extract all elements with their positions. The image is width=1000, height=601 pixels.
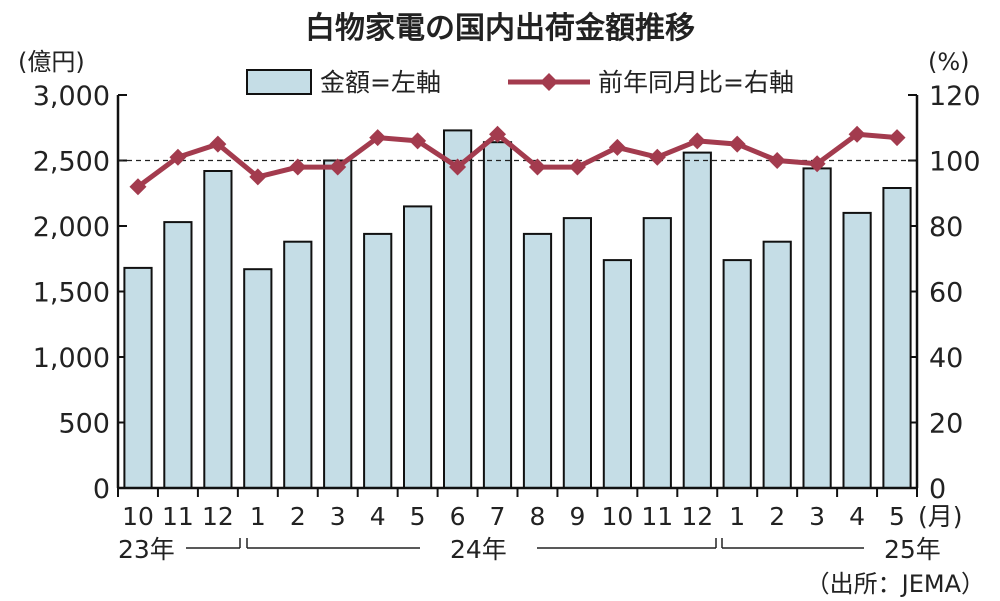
left-tick-label-0: 0 bbox=[93, 474, 110, 505]
yoy-marker-4 bbox=[289, 158, 307, 176]
bar-7 bbox=[403, 205, 433, 489]
x-tick-label-5: 3 bbox=[330, 502, 346, 531]
x-tick-label-10: 8 bbox=[530, 502, 546, 531]
left-tick-label-6: 3,000 bbox=[33, 81, 110, 112]
x-tick-label-12: 10 bbox=[601, 502, 633, 531]
yoy-marker-11 bbox=[568, 158, 586, 176]
x-tick-label-3: 1 bbox=[250, 502, 266, 531]
right-axis-unit: (%) bbox=[928, 48, 970, 76]
x-tick-label-14: 12 bbox=[681, 502, 713, 531]
bar-5 bbox=[323, 159, 353, 489]
yoy-marker-14 bbox=[688, 132, 706, 150]
yoy-marker-5 bbox=[329, 158, 347, 176]
bar-1 bbox=[163, 221, 193, 489]
right-tick-label-0: 0 bbox=[929, 474, 946, 505]
x-tick-label-0: 10 bbox=[122, 502, 154, 531]
yoy-marker-10 bbox=[528, 158, 546, 176]
right-tick-label-4: 80 bbox=[929, 212, 963, 243]
bar-18 bbox=[842, 211, 872, 489]
bar-6 bbox=[363, 232, 393, 489]
yoy-marker-12 bbox=[608, 138, 626, 156]
yoy-marker-9 bbox=[489, 125, 507, 143]
bar-2 bbox=[203, 170, 233, 489]
yoy-marker-15 bbox=[728, 135, 746, 153]
x-tick-label-8: 6 bbox=[450, 502, 466, 531]
left-tick-label-4: 2,000 bbox=[33, 212, 110, 243]
x-tick-label-18: 4 bbox=[849, 502, 865, 531]
bar-0 bbox=[123, 266, 153, 489]
bar-10 bbox=[522, 232, 553, 489]
x-tick-label-4: 2 bbox=[290, 502, 306, 531]
bar-series bbox=[123, 129, 912, 490]
bar-9 bbox=[482, 141, 513, 489]
bar-16 bbox=[762, 240, 792, 489]
yoy-marker-2 bbox=[209, 135, 227, 153]
yoy-marker-1 bbox=[169, 148, 187, 166]
x-tick-label-7: 5 bbox=[410, 502, 426, 531]
yoy-marker-0 bbox=[129, 178, 147, 196]
left-tick-label-5: 2,500 bbox=[33, 147, 110, 178]
x-tick-label-13: 11 bbox=[641, 502, 673, 531]
yoy-marker-8 bbox=[449, 158, 467, 176]
legend-line-label: 前年同月比=右軸 bbox=[598, 68, 794, 97]
yoy-marker-6 bbox=[369, 129, 387, 147]
bar-11 bbox=[562, 217, 592, 489]
source-note: （出所：JEMA） bbox=[806, 570, 985, 598]
bar-4 bbox=[283, 240, 313, 489]
bar-13 bbox=[642, 217, 672, 489]
bar-19 bbox=[882, 187, 912, 489]
x-tick-label-15: 1 bbox=[729, 502, 745, 531]
x-axis: 10 11 12 1 2 3 4 5 6 7 8 9 10 11 12 1 2 3 4 5 bbox=[117, 488, 918, 531]
x-tick-label-2: 12 bbox=[202, 502, 234, 531]
left-axis: 0 500 1,000 1,500 2,000 2,500 3,000 bbox=[33, 81, 127, 505]
line-series bbox=[129, 125, 906, 196]
left-tick-label-1: 500 bbox=[58, 409, 110, 440]
x-tick-label-11: 9 bbox=[569, 502, 585, 531]
x-tick-label-6: 4 bbox=[370, 502, 386, 531]
bar-8 bbox=[443, 129, 473, 489]
legend-line-marker bbox=[540, 73, 558, 91]
yoy-marker-3 bbox=[249, 168, 267, 186]
x-tick-label-16: 2 bbox=[769, 502, 785, 531]
year-label-23: 23年 bbox=[118, 535, 175, 564]
x-tick-label-17: 3 bbox=[809, 502, 825, 531]
bar-15 bbox=[722, 259, 752, 489]
month-unit-label: (月) bbox=[918, 502, 963, 531]
bar-12 bbox=[602, 259, 632, 489]
yoy-marker-17 bbox=[808, 155, 826, 173]
x-tick-label-19: 5 bbox=[889, 502, 905, 531]
x-tick-label-9: 7 bbox=[490, 502, 506, 531]
right-tick-label-6: 120 bbox=[929, 81, 981, 112]
bar-14 bbox=[682, 151, 712, 489]
right-tick-label-3: 60 bbox=[929, 278, 963, 309]
bar-17 bbox=[802, 167, 832, 489]
right-axis: 0 20 40 60 80 100 120 bbox=[908, 81, 981, 505]
x-tick-label-1: 11 bbox=[162, 502, 194, 531]
legend-bar-swatch bbox=[246, 69, 312, 95]
left-axis-unit: (億円) bbox=[18, 48, 85, 76]
bar-3 bbox=[243, 268, 273, 490]
chart-title: 白物家電の国内出荷金額推移 bbox=[305, 11, 695, 46]
year-brackets: 23年 24年 25年 bbox=[118, 535, 941, 564]
left-tick-label-2: 1,000 bbox=[33, 343, 110, 374]
yoy-marker-19 bbox=[888, 129, 906, 147]
legend: 金額=左軸 前年同月比=右軸 bbox=[246, 68, 794, 97]
right-tick-label-2: 40 bbox=[929, 343, 963, 374]
right-tick-label-1: 20 bbox=[929, 409, 963, 440]
right-tick-label-5: 100 bbox=[929, 147, 981, 178]
yoy-marker-18 bbox=[848, 125, 866, 143]
legend-bar-label: 金額=左軸 bbox=[320, 68, 441, 97]
yoy-marker-13 bbox=[648, 148, 666, 166]
axis-lines bbox=[116, 95, 919, 490]
year-label-24: 24年 bbox=[450, 535, 507, 564]
yoy-marker-7 bbox=[409, 132, 427, 150]
year-label-25: 25年 bbox=[884, 535, 941, 564]
left-tick-label-3: 1,500 bbox=[33, 278, 110, 309]
yoy-marker-16 bbox=[768, 152, 786, 169]
